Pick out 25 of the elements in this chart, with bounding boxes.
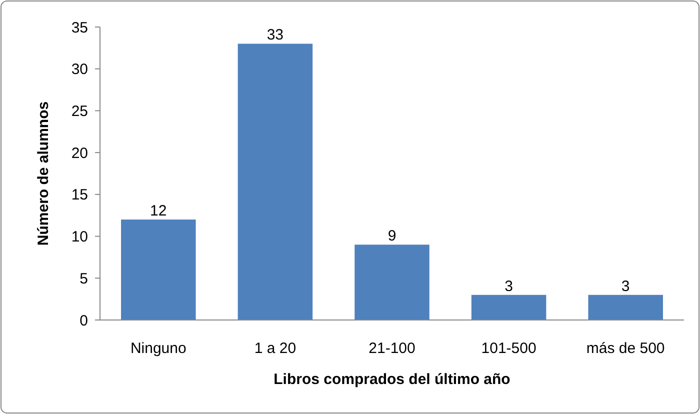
x-tick-label: 101-500 <box>481 340 536 357</box>
bar <box>471 294 546 320</box>
y-tick-label: 0 <box>80 312 88 330</box>
bar <box>354 244 430 320</box>
y-tick-label: 35 <box>71 19 88 36</box>
x-tick-label: 21-100 <box>368 340 416 357</box>
data-label: 33 <box>266 26 284 44</box>
bar <box>238 44 313 320</box>
data-label: 12 <box>150 202 167 220</box>
x-tick-label: Ninguno <box>130 340 186 357</box>
data-label: 9 <box>388 228 396 245</box>
data-label: 3 <box>504 278 513 295</box>
bar <box>588 294 663 320</box>
y-tick-label: 25 <box>71 102 88 120</box>
x-tick-label: más de 500 <box>586 340 665 357</box>
bar <box>121 220 196 320</box>
y-axis-title: Número de alumnos <box>35 101 52 246</box>
y-tick-label: 5 <box>80 270 88 288</box>
y-tick-label: 10 <box>71 228 88 246</box>
y-tick-label: 15 <box>71 186 88 204</box>
x-axis-title: Libros comprados del último año <box>274 371 510 388</box>
x-tick-label: 1 a 20 <box>254 340 296 357</box>
y-tick-label: 30 <box>71 61 88 78</box>
data-label: 3 <box>621 278 630 295</box>
y-tick-label: 20 <box>71 144 88 162</box>
